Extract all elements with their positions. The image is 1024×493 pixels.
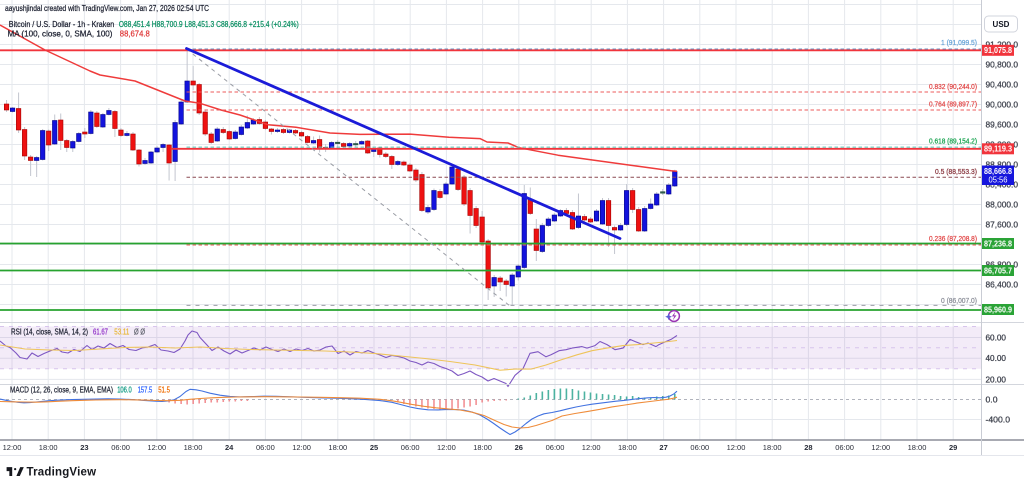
svg-text:90,000.0: 90,000.0 xyxy=(986,100,1019,109)
svg-text:28: 28 xyxy=(804,443,812,452)
svg-text:12:00: 12:00 xyxy=(727,443,746,452)
svg-text:85,960.9: 85,960.9 xyxy=(984,305,1013,314)
svg-text:0.0: 0.0 xyxy=(986,395,999,404)
svg-text:12:00: 12:00 xyxy=(147,443,166,452)
svg-text:88,666.8: 88,666.8 xyxy=(984,167,1013,176)
svg-text:106.0: 106.0 xyxy=(117,385,132,395)
svg-text:88,674.8: 88,674.8 xyxy=(120,28,150,38)
svg-text:157.5: 157.5 xyxy=(138,385,153,395)
svg-text:aayushjindal created with Trad: aayushjindal created with TradingView.co… xyxy=(5,3,209,13)
svg-text:TradingView: TradingView xyxy=(27,466,97,478)
svg-text:88,000.0: 88,000.0 xyxy=(986,200,1019,209)
svg-text:12:00: 12:00 xyxy=(292,443,311,452)
svg-text:18:00: 18:00 xyxy=(473,443,492,452)
svg-text:18:00: 18:00 xyxy=(328,443,347,452)
svg-text:-400.0: -400.0 xyxy=(986,415,1011,424)
svg-text:51.5: 51.5 xyxy=(158,385,170,395)
svg-text:0.5 (88,553.3): 0.5 (88,553.3) xyxy=(935,167,977,176)
svg-text:87,236.8: 87,236.8 xyxy=(984,239,1013,248)
svg-text:06:00: 06:00 xyxy=(690,443,709,452)
svg-text:27: 27 xyxy=(659,443,667,452)
svg-text:0 (86,007.0): 0 (86,007.0) xyxy=(941,296,977,305)
svg-text:24: 24 xyxy=(225,443,234,452)
svg-text:0.832 (90,244.0): 0.832 (90,244.0) xyxy=(929,82,977,91)
svg-text:29: 29 xyxy=(949,443,957,452)
svg-text:53.11: 53.11 xyxy=(114,327,129,337)
svg-text:06:00: 06:00 xyxy=(835,443,854,452)
svg-text:23: 23 xyxy=(80,443,88,452)
svg-text:RSI (14, close, SMA, 14, 2): RSI (14, close, SMA, 14, 2) xyxy=(11,327,88,337)
svg-text:20.00: 20.00 xyxy=(986,375,1007,384)
svg-text:89,600.0: 89,600.0 xyxy=(986,120,1019,129)
svg-text:86,800.0: 86,800.0 xyxy=(986,260,1019,269)
svg-text:86,400.0: 86,400.0 xyxy=(986,280,1019,289)
svg-text:91,075.8: 91,075.8 xyxy=(984,46,1013,55)
svg-text:40.00: 40.00 xyxy=(986,354,1007,363)
svg-text:60.00: 60.00 xyxy=(986,333,1007,342)
svg-text:26: 26 xyxy=(515,443,523,452)
svg-text:18:00: 18:00 xyxy=(39,443,58,452)
svg-text:18:00: 18:00 xyxy=(184,443,203,452)
svg-text:MA (100, close, 0, SMA, 100): MA (100, close, 0, SMA, 100) xyxy=(8,28,113,38)
svg-text:18:00: 18:00 xyxy=(618,443,637,452)
svg-text:18:00: 18:00 xyxy=(908,443,927,452)
svg-text:O88,451.4 H88,700.9 L88,451.3: O88,451.4 H88,700.9 L88,451.3 C88,666.8 … xyxy=(119,19,299,29)
svg-text:12:00: 12:00 xyxy=(437,443,456,452)
svg-text:USD: USD xyxy=(993,20,1010,29)
svg-text:90,400.0: 90,400.0 xyxy=(986,80,1019,89)
svg-text:Bitcoin / U.S. Dollar - 1h - K: Bitcoin / U.S. Dollar - 1h - Kraken xyxy=(9,19,115,29)
svg-text:0.618 (89,154.2): 0.618 (89,154.2) xyxy=(929,136,977,145)
svg-text:06:00: 06:00 xyxy=(401,443,420,452)
svg-text:06:00: 06:00 xyxy=(111,443,130,452)
svg-text:87,600.0: 87,600.0 xyxy=(986,220,1019,229)
svg-text:89,119.3: 89,119.3 xyxy=(984,145,1013,154)
svg-text:86,705.7: 86,705.7 xyxy=(984,266,1012,275)
svg-text:61.67: 61.67 xyxy=(93,327,108,337)
svg-text:MACD (12, 26, close, 9, EMA, E: MACD (12, 26, close, 9, EMA, EMA) xyxy=(10,385,113,395)
svg-text:0.236 (87,208.8): 0.236 (87,208.8) xyxy=(929,234,977,243)
svg-text:88,800.0: 88,800.0 xyxy=(986,160,1019,169)
svg-text:0.764 (89,897.7): 0.764 (89,897.7) xyxy=(929,99,977,108)
svg-text:06:00: 06:00 xyxy=(256,443,275,452)
svg-text:12:00: 12:00 xyxy=(871,443,890,452)
svg-text:12:00: 12:00 xyxy=(3,443,22,452)
svg-text:25: 25 xyxy=(370,443,378,452)
svg-text:12:00: 12:00 xyxy=(582,443,601,452)
svg-text:05:56: 05:56 xyxy=(989,176,1008,185)
svg-text:1 (91,099.5): 1 (91,099.5) xyxy=(941,38,977,47)
svg-text:06:00: 06:00 xyxy=(546,443,565,452)
svg-text:18:00: 18:00 xyxy=(763,443,782,452)
svg-text:90,800.0: 90,800.0 xyxy=(986,60,1019,69)
svg-text:Ø Ø: Ø Ø xyxy=(134,327,145,337)
